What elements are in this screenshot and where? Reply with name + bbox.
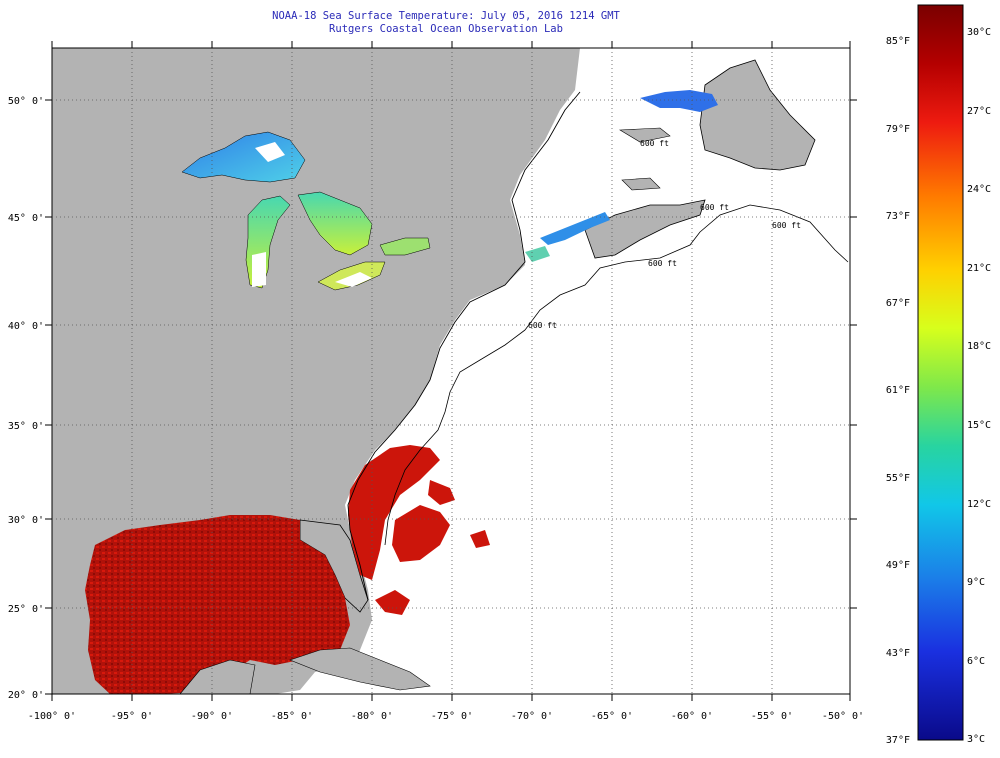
lon-label: -90° 0' [191,711,233,722]
lat-label: 20° 0' [8,690,44,701]
newfoundland [699,59,816,171]
cuba [289,647,431,691]
colorbar-f-label: 67°F [886,298,910,309]
colorbar-c-label: 24°C [967,184,991,195]
lat-label: 35° 0' [8,421,44,432]
colorbar-f-label: 43°F [886,648,910,659]
lake-superior-cloud [255,142,285,162]
title-line-2: Rutgers Coastal Ocean Observation Lab [329,23,563,35]
isobath-label-2: 600 ft [648,259,677,268]
lake-ontario-sst [379,237,431,256]
lat-label: 30° 0' [8,515,44,526]
lon-label: -65° 0' [591,711,633,722]
graticule [52,48,850,694]
isobath-label-4: 600 ft [700,203,729,212]
maine-coast-sst [525,246,550,262]
gulf-st-lawrence [560,82,720,235]
colorbar-f-label: 55°F [886,473,910,484]
lon-label: -95° 0' [111,711,153,722]
colorbar-c-label: 27°C [967,106,991,117]
lon-label: -80° 0' [351,711,393,722]
latitude-labels: 50° 0' 45° 0' 40° 0' 35° 0' 30° 0' 25° 0… [8,96,44,701]
us-east-coastline [347,91,581,601]
lat-label: 25° 0' [8,604,44,615]
gulf-stream-sst [348,445,440,580]
colorbar-c-label: 18°C [967,341,991,352]
nova-scotia [584,199,706,259]
colorbar-f-label: 61°F [886,385,910,396]
colorbar-c-label: 21°C [967,263,991,274]
lon-label: -85° 0' [271,711,313,722]
lake-erie-cloud [335,272,372,287]
lat-label: 45° 0' [8,213,44,224]
colorbar-celsius-labels: 30°C 27°C 24°C 21°C 18°C 15°C 12°C 9°C 6… [967,27,991,745]
isobath-600ft [384,204,849,546]
colorbar-c-label: 12°C [967,499,991,510]
isobath-label-3: 600 ft [772,221,801,230]
pei-island [621,177,661,191]
colorbar-f-label: 79°F [886,124,910,135]
isobath-label-1: 600 ft [528,321,557,330]
colorbar [917,4,964,741]
bay-of-fundy-sst [540,212,610,245]
colorbar-c-label: 6°C [967,656,985,667]
colorbar-c-label: 3°C [967,734,985,745]
atlantic-sst-patch-3 [470,530,490,548]
colorbar-c-label: 9°C [967,577,985,588]
lon-label: -75° 0' [431,711,473,722]
colorbar-fahrenheit-labels: 85°F 79°F 73°F 67°F 61°F 55°F 49°F 43°F … [886,36,910,746]
colorbar-c-label: 15°C [967,420,991,431]
atlantic-sst-patch-2 [428,480,455,505]
anticosti-island [618,127,671,143]
map-frame [51,47,851,695]
title-line-1: NOAA-18 Sea Surface Temperature: July 05… [272,10,620,22]
gulf-of-mexico-sst [85,515,350,694]
colorbar-f-label: 73°F [886,211,910,222]
colorbar-f-label: 85°F [886,36,910,47]
lat-label: 40° 0' [8,321,44,332]
colorbar-f-label: 37°F [886,735,910,746]
lon-label: -100° 0' [28,711,76,722]
lon-label: -50° 0' [822,711,864,722]
map-title: NOAA-18 Sea Surface Temperature: July 05… [0,10,892,36]
isobath-label-5: 600 ft [640,139,669,148]
lon-label: -60° 0' [671,711,713,722]
lake-huron-sst [297,191,373,256]
lon-label: -70° 0' [511,711,553,722]
longitude-labels: -100° 0' -95° 0' -90° 0' -85° 0' -80° 0'… [28,711,864,722]
lat-label: 50° 0' [8,96,44,107]
lake-michigan-cloud [252,252,266,287]
atlantic-sst-patch-4 [375,590,410,615]
colorbar-c-label: 30°C [967,27,991,38]
tick-marks [45,41,857,701]
gulf-st-lawrence-sst [640,90,718,112]
atlantic-sst-patch-1 [392,505,450,562]
lon-label: -55° 0' [751,711,793,722]
colorbar-f-label: 49°F [886,560,910,571]
